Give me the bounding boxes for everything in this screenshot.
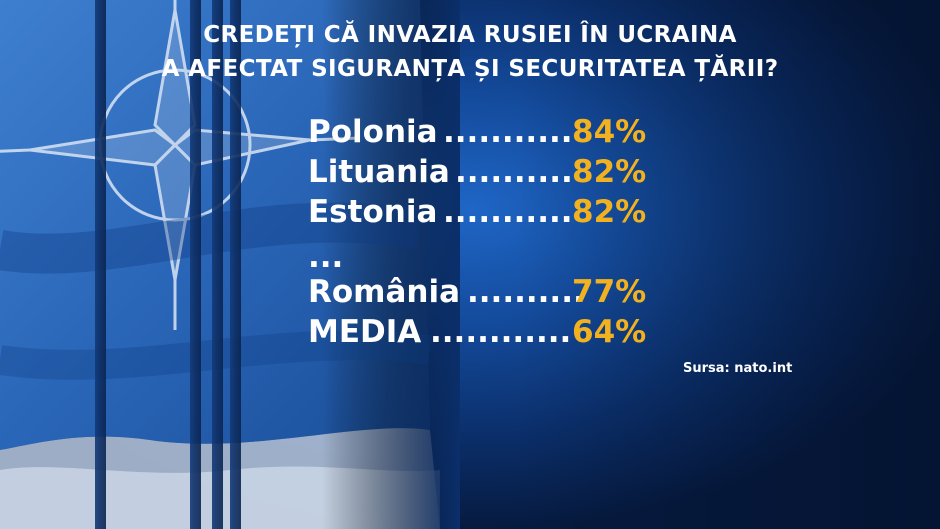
leader-dots: ........... bbox=[443, 114, 573, 150]
leader-dots: .......... bbox=[467, 274, 585, 310]
country-name: Lituania bbox=[308, 154, 450, 190]
leader-dots: ............ bbox=[430, 314, 572, 350]
leader-dots: .......... bbox=[455, 154, 573, 190]
title-line-1: CREDEȚI CĂ INVAZIA RUSIEI ÎN UCRAINA bbox=[203, 22, 737, 48]
vertical-stripe bbox=[95, 0, 106, 529]
country-name: Estonia bbox=[308, 194, 438, 230]
percent-value: 77% bbox=[572, 274, 647, 310]
percent-value: 82% bbox=[572, 154, 647, 190]
country-name: România bbox=[308, 274, 461, 310]
country-name: Polonia bbox=[308, 114, 438, 150]
leader-dots: ........... bbox=[443, 194, 573, 230]
skipped-rows-ellipsis: ... bbox=[308, 239, 344, 275]
source-credit: Sursa: nato.int bbox=[683, 361, 793, 376]
title-line-2: A AFECTAT SIGURANȚA ȘI SECURITATEA ȚĂRII… bbox=[161, 56, 779, 82]
average-label: MEDIA bbox=[308, 314, 422, 350]
question-title: CREDEȚI CĂ INVAZIA RUSIEI ÎN UCRAINA A A… bbox=[150, 18, 790, 86]
percent-value: 84% bbox=[572, 114, 647, 150]
percent-value: 82% bbox=[572, 194, 647, 230]
percent-value: 64% bbox=[572, 314, 647, 350]
